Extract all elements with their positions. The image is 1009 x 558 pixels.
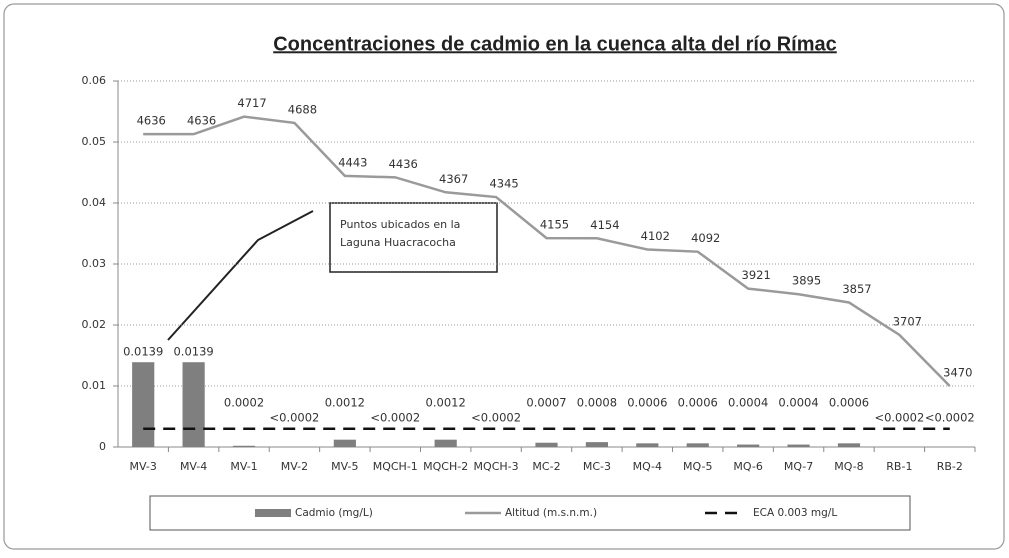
data-label: 0.0012 — [325, 396, 365, 410]
x-tick-label: MV-1 — [230, 460, 257, 473]
y-tick-label: 0 — [99, 440, 106, 453]
annotation-box — [329, 202, 498, 273]
bar — [837, 443, 861, 447]
legend-swatch — [255, 509, 291, 517]
legend-label: Cadmio (mg/L) — [295, 507, 373, 519]
x-tick-label: MV-5 — [331, 460, 358, 473]
data-label: <0.0002 — [471, 411, 521, 425]
annotation-text: Puntos ubicados en la — [340, 218, 460, 231]
data-label: 3857 — [842, 282, 871, 296]
data-label: 3921 — [742, 268, 771, 282]
data-label: 0.0006 — [829, 396, 869, 410]
x-tick-label: MQ-4 — [633, 460, 662, 473]
data-label: 0.0139 — [123, 345, 163, 359]
bar — [535, 442, 558, 447]
data-label: 0.0002 — [224, 396, 264, 410]
bar — [333, 439, 356, 447]
y-tick-label: 0.01 — [82, 379, 107, 392]
chart-frame — [3, 3, 1005, 550]
data-label: 0.0006 — [678, 396, 718, 410]
y-tick-label: 0.06 — [82, 74, 107, 87]
bar — [434, 439, 457, 447]
x-tick-label: RB-1 — [886, 460, 912, 473]
data-label: 4102 — [641, 229, 670, 243]
x-tick-label: MV-2 — [281, 460, 308, 473]
data-label: 4443 — [338, 155, 367, 169]
data-label: 4636 — [187, 114, 216, 128]
data-label: 4155 — [540, 218, 569, 232]
data-label: 3707 — [893, 314, 922, 328]
data-label: <0.0002 — [874, 411, 924, 425]
legend-label: Altitud (m.s.n.m.) — [505, 507, 597, 519]
x-tick-label: MV-4 — [180, 460, 207, 473]
bar — [232, 445, 256, 447]
bar — [132, 362, 155, 447]
data-label: 4345 — [489, 177, 518, 191]
data-label: 4367 — [439, 172, 468, 186]
x-tick-label: MQCH-1 — [373, 460, 418, 473]
data-label: 0.0139 — [173, 345, 213, 359]
altitude-line — [143, 115, 951, 387]
data-label: 3895 — [792, 274, 821, 288]
data-label: 0.0006 — [627, 396, 667, 410]
x-tick-label: MQ-7 — [784, 460, 813, 473]
x-tick-label: RB-2 — [937, 460, 963, 473]
annotation-pointer — [167, 210, 314, 341]
x-tick-label: MC-3 — [583, 460, 611, 473]
bar — [182, 362, 205, 447]
data-label: 4688 — [288, 102, 317, 116]
data-label: <0.0002 — [925, 411, 975, 425]
bar — [585, 442, 609, 447]
chart-title: Concentraciones de cadmio en la cuenca a… — [273, 33, 837, 55]
y-tick-label: 0.04 — [82, 196, 107, 209]
bar — [737, 444, 760, 447]
data-label: <0.0002 — [270, 411, 320, 425]
data-label: 0.0007 — [526, 396, 566, 410]
x-tick-label: MV-3 — [130, 460, 157, 473]
legend-label: ECA 0.003 mg/L — [753, 507, 837, 519]
data-label: 0.0008 — [577, 396, 617, 410]
x-tick-label: MQ-5 — [683, 460, 712, 473]
data-label: 4154 — [590, 218, 619, 232]
data-label: 0.0004 — [728, 396, 768, 410]
bar — [636, 443, 659, 447]
data-label: 3470 — [943, 366, 972, 380]
data-label: 4436 — [389, 157, 418, 171]
data-label: 4717 — [237, 96, 266, 110]
bar — [787, 444, 810, 447]
x-tick-label: MQ-6 — [733, 460, 762, 473]
x-tick-label: MQCH-2 — [423, 460, 468, 473]
data-label: 0.0012 — [426, 396, 466, 410]
data-label: 0.0004 — [778, 396, 818, 410]
data-label: <0.0002 — [370, 411, 420, 425]
y-tick-label: 0.02 — [82, 318, 107, 331]
data-label: 4636 — [137, 114, 166, 128]
y-tick-label: 0.05 — [82, 135, 107, 148]
x-tick-label: MC-2 — [532, 460, 560, 473]
x-tick-label: MQCH-3 — [474, 460, 519, 473]
x-tick-label: MQ-8 — [834, 460, 863, 473]
y-tick-label: 0.03 — [82, 257, 107, 270]
bar — [686, 443, 709, 447]
annotation-text: Laguna Huacracocha — [340, 236, 456, 249]
data-label: 4092 — [691, 231, 720, 245]
